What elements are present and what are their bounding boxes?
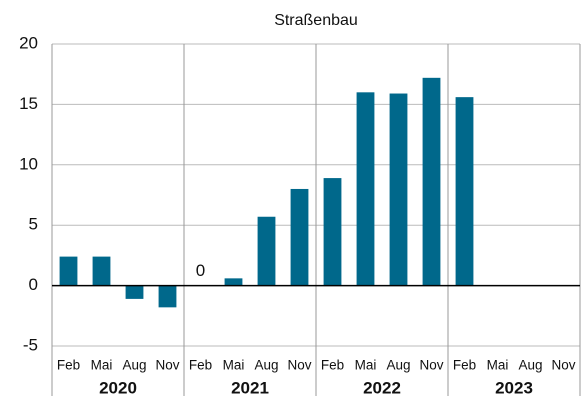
value-label: 0 xyxy=(196,261,205,280)
x-tick-label: Nov xyxy=(551,358,575,373)
bar xyxy=(389,93,408,286)
year-label: 2021 xyxy=(231,378,269,397)
x-tick-label: Mai xyxy=(487,358,509,373)
x-tick-label: Aug xyxy=(386,358,410,373)
x-tick-label: Feb xyxy=(57,358,80,373)
x-tick-label: Nov xyxy=(155,358,179,373)
x-tick-label: Aug xyxy=(254,358,278,373)
bar xyxy=(422,77,441,286)
y-tick-label: 10 xyxy=(19,154,38,173)
x-tick-label: Feb xyxy=(321,358,344,373)
x-tick-label: Aug xyxy=(122,358,146,373)
chart-title: Straßenbau xyxy=(274,12,358,29)
bar xyxy=(92,256,111,286)
bar xyxy=(455,97,474,286)
bar xyxy=(59,256,78,286)
x-tick-label: Mai xyxy=(223,358,245,373)
x-tick-label: Nov xyxy=(419,358,443,373)
y-tick-label: 20 xyxy=(19,33,38,52)
bar xyxy=(224,278,243,286)
bar xyxy=(323,178,342,286)
x-tick-label: Mai xyxy=(91,358,113,373)
year-label: 2022 xyxy=(363,378,401,397)
x-tick-label: Aug xyxy=(518,358,542,373)
x-tick-label: Nov xyxy=(287,358,311,373)
bar xyxy=(356,92,375,286)
x-tick-label: Mai xyxy=(355,358,377,373)
bar xyxy=(125,285,144,299)
y-tick-label: -5 xyxy=(23,335,38,354)
y-tick-label: 0 xyxy=(29,275,38,294)
year-label: 2023 xyxy=(495,378,533,397)
x-tick-label: Feb xyxy=(453,358,476,373)
year-label: 2020 xyxy=(99,378,137,397)
bar xyxy=(158,285,177,308)
y-tick-label: 5 xyxy=(29,215,38,234)
bar xyxy=(290,188,309,286)
bar xyxy=(257,216,276,286)
x-tick-label: Feb xyxy=(189,358,212,373)
y-tick-label: 15 xyxy=(19,94,38,113)
